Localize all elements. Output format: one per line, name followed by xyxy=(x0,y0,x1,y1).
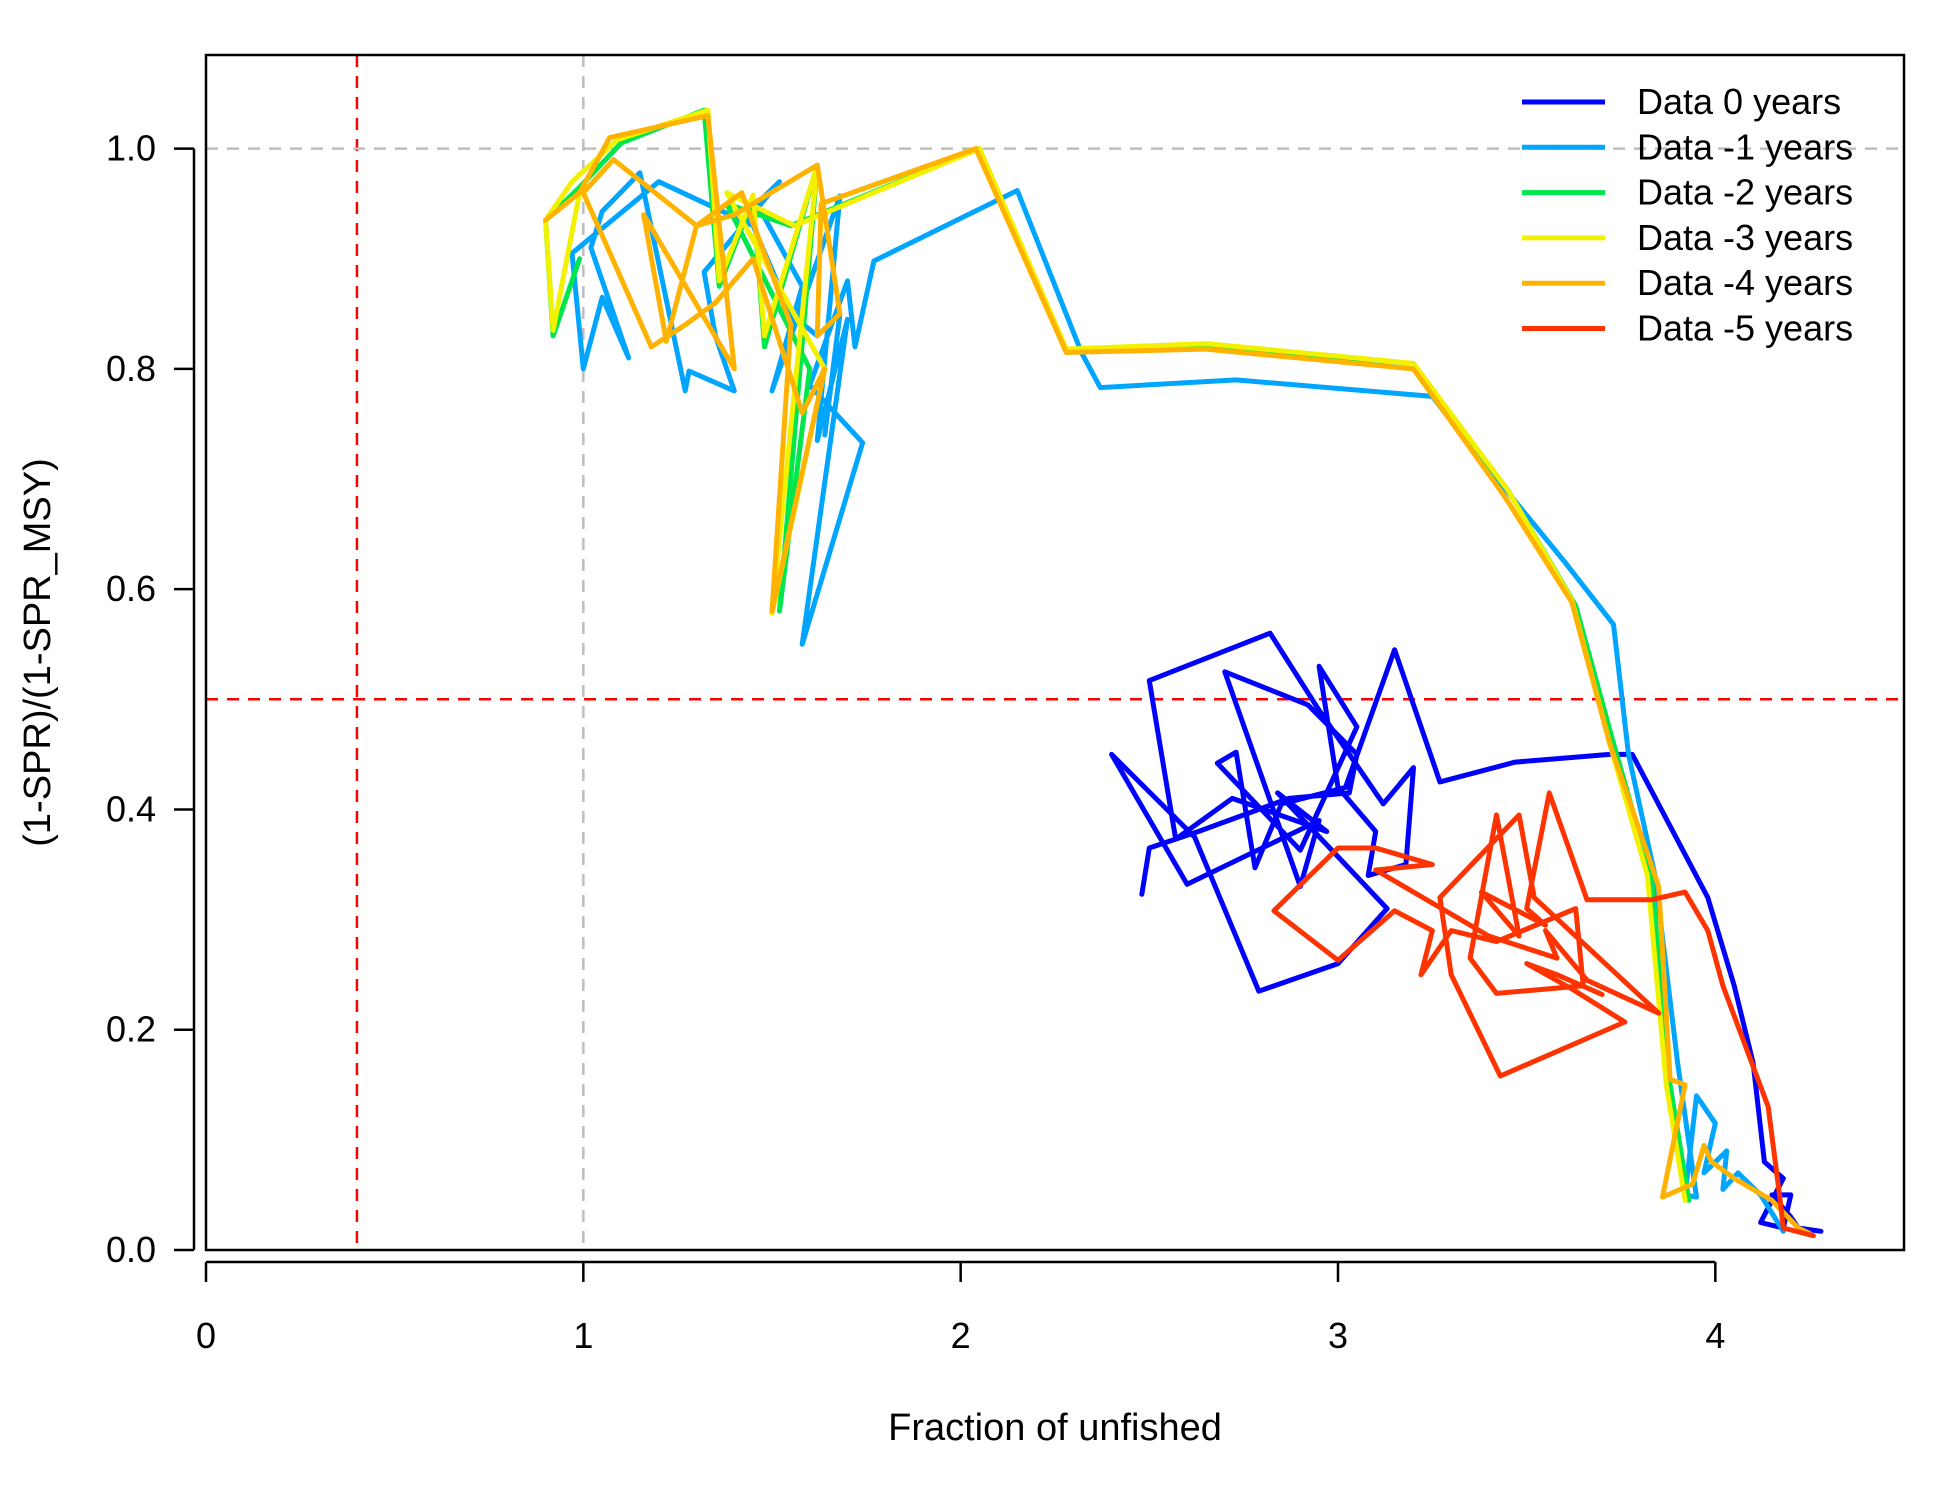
legend-label-4: Data -4 years xyxy=(1637,262,1853,303)
legend-label-0: Data 0 years xyxy=(1637,81,1841,122)
series-layer xyxy=(543,107,1824,1239)
x-axis-title: Fraction of unfished xyxy=(888,1407,1222,1449)
legend-label-5: Data -5 years xyxy=(1637,308,1853,349)
series-line-3 xyxy=(543,107,1688,1203)
y-tick-label: 0.4 xyxy=(106,788,156,829)
x-tick-label: 3 xyxy=(1328,1315,1348,1356)
series-line-1 xyxy=(569,170,1786,1234)
y-tick-label: 1.0 xyxy=(106,128,156,169)
reference-lines xyxy=(206,55,1904,1250)
y-tick-label: 0.0 xyxy=(106,1229,156,1270)
y-axis-title: (1-SPR)/(1-SPR_MSY) xyxy=(17,458,59,847)
x-tick-label: 0 xyxy=(196,1315,216,1356)
y-axis: 0.0 0.2 0.4 0.6 0.8 1.0 xyxy=(106,128,196,1270)
series-line-2 xyxy=(543,107,1692,1203)
legend-label-1: Data -1 years xyxy=(1637,126,1853,167)
x-tick-label: 2 xyxy=(951,1315,971,1356)
y-tick-label: 0.8 xyxy=(106,348,156,389)
x-axis: 0 1 2 3 4 xyxy=(196,1260,1725,1356)
x-tick-label: 4 xyxy=(1705,1315,1725,1356)
legend-label-3: Data -3 years xyxy=(1637,217,1853,258)
series-line-5 xyxy=(1271,790,1816,1239)
y-tick-label: 0.6 xyxy=(106,568,156,609)
plot-frame xyxy=(204,53,1906,1252)
y-tick-label: 0.2 xyxy=(106,1009,156,1050)
x-tick-label: 1 xyxy=(573,1315,593,1356)
series-line-4 xyxy=(543,113,1813,1236)
legend-label-2: Data -2 years xyxy=(1637,172,1853,213)
